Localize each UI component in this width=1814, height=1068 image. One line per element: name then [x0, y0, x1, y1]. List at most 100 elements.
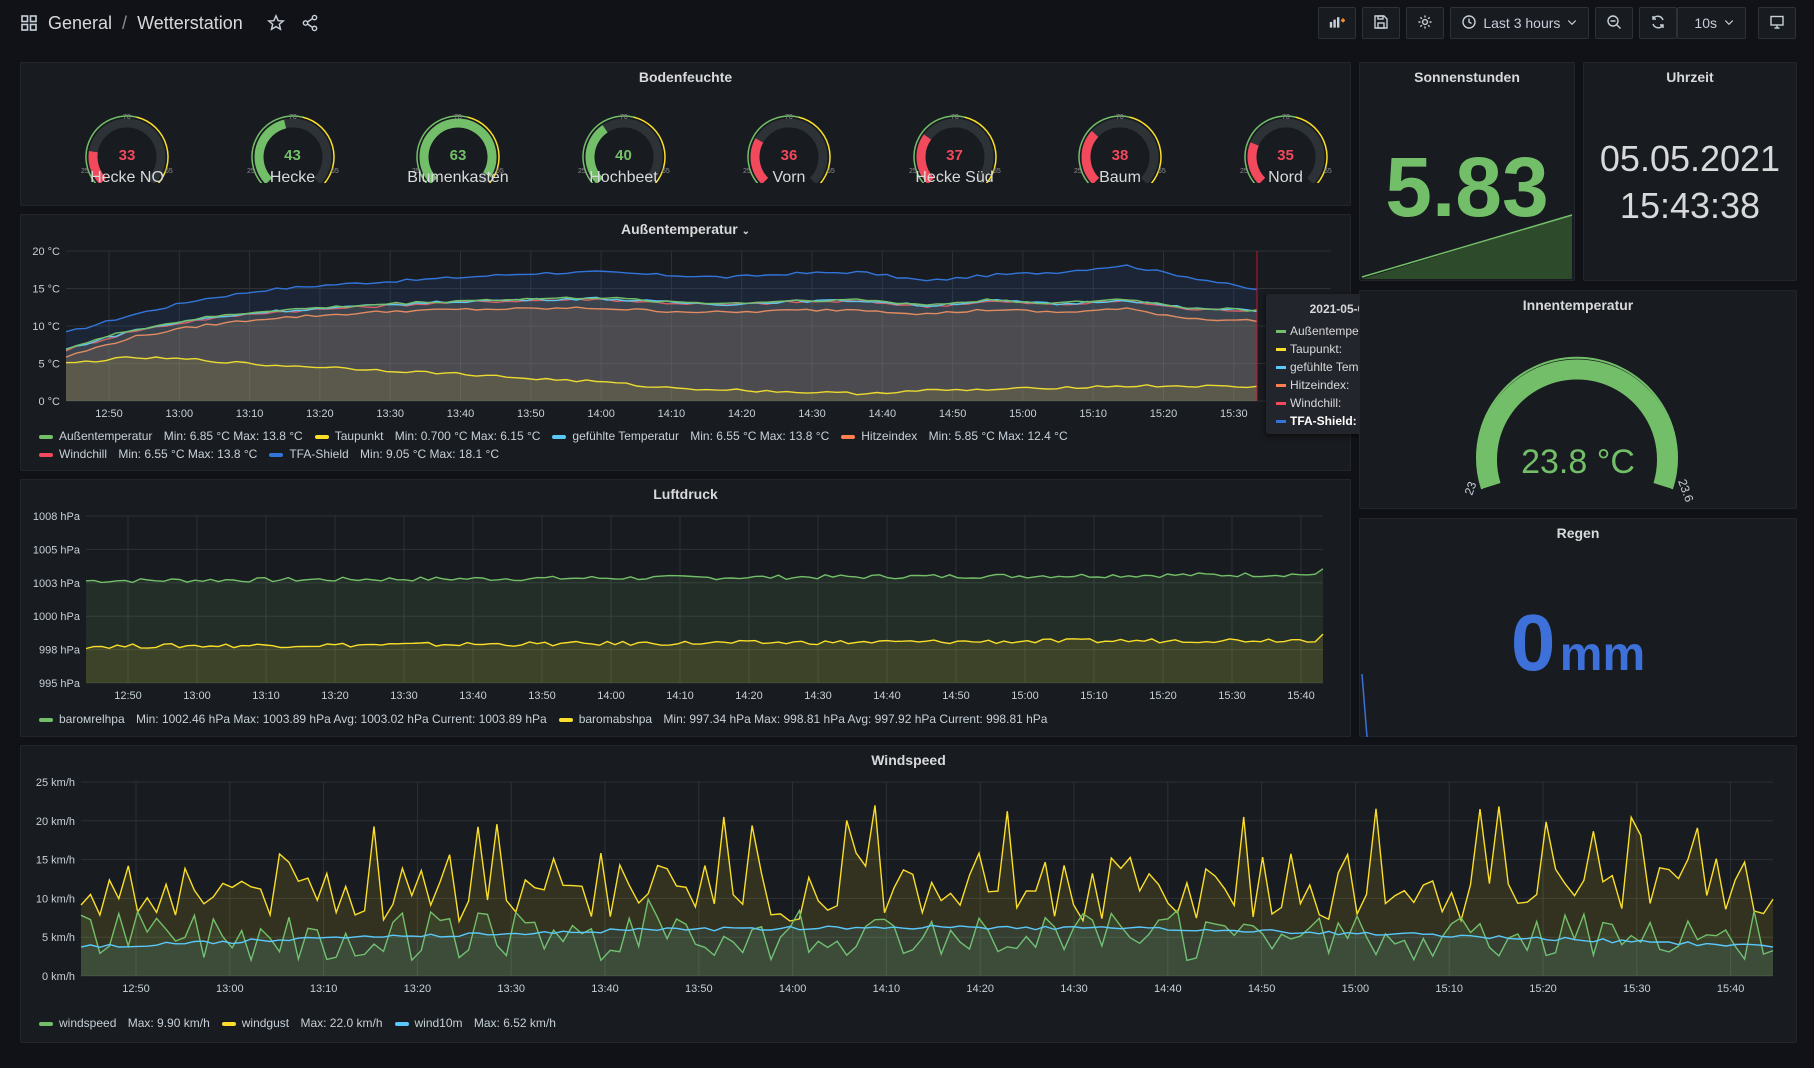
apps-icon[interactable] — [20, 14, 38, 32]
share-icon[interactable] — [299, 12, 321, 34]
legend-stats: Min: 1002.46 hPa Max: 1003.89 hPa Avg: 1… — [132, 712, 547, 726]
gauge-label: Blumenkasten — [407, 169, 509, 186]
legend-item[interactable]: TFA-Shield Min: 9.05 °C Max: 18.1 °C — [269, 445, 499, 463]
sparkline — [1361, 673, 1368, 738]
legend-stats: Max: 6.52 km/h — [470, 1016, 556, 1030]
save-button[interactable] — [1362, 7, 1401, 39]
zoom-out-button[interactable] — [1595, 7, 1634, 39]
legend-swatch — [39, 434, 53, 439]
series-area — [81, 925, 1773, 976]
pressure-chart[interactable]: 995 hPa 998 hPa 1000 hPa 1003 hPa 1005 hPa 10… — [21, 508, 1352, 718]
gauge-value: 38 — [1111, 147, 1129, 164]
windspeed-chart[interactable]: 0 km/h 5 km/h 10 km/h 15 km/h 20 km/h 25 km/h… — [21, 774, 1798, 1024]
add-panel-button[interactable] — [1318, 7, 1357, 39]
series-line[interactable] — [85, 568, 1324, 584]
x-tick-label: 13:00 — [183, 690, 211, 702]
tv-mode-button[interactable] — [1758, 7, 1796, 39]
gauge-max-label: 65 — [496, 168, 504, 175]
settings-button[interactable] — [1406, 7, 1445, 39]
legend-item[interactable]: baromabshpa Min: 997.34 hPa Max: 998.81 … — [558, 710, 1047, 728]
x-tick-label: 14:40 — [873, 690, 901, 702]
panel-luftdruck[interactable]: Luftdruck 995 hPa 998 hPa 1000 hPa 1003 hPa… — [20, 479, 1351, 737]
x-tick-label: 15:30 — [1623, 983, 1651, 995]
gauge-min-label: 25 — [247, 168, 255, 175]
legend-stats: Min: 5.85 °C Max: 12.4 °C — [925, 429, 1068, 443]
series-line[interactable] — [80, 805, 1774, 924]
y-tick-label: 25 km/h — [36, 777, 75, 789]
x-tick-label: 14:40 — [1154, 983, 1182, 995]
gauge-label: Hecke — [269, 169, 316, 186]
soil-gauge: 25 65 70 37 Hecke Süd — [905, 113, 1005, 203]
legend-item[interactable]: barомrelhpa Min: 1002.46 hPa Max: 1003.8… — [39, 710, 547, 728]
gauge-label: Baum — [1099, 169, 1141, 186]
gauge-label: Vorn — [772, 169, 806, 186]
breadcrumb-folder[interactable]: General — [48, 12, 113, 33]
gauge-min-label: 25 — [412, 168, 420, 175]
soil-gauge: 25 65 70 35 Nord — [1236, 113, 1336, 203]
x-tick-label: 13:50 — [685, 983, 713, 995]
series-line[interactable] — [65, 296, 1258, 351]
x-tick-label: 13:40 — [459, 690, 487, 702]
legend-item[interactable]: Taupunkt Min: 0.700 °C Max: 6.15 °C — [314, 427, 541, 445]
x-tick-label: 14:50 — [942, 690, 970, 702]
gauge-value: 40 — [615, 147, 632, 164]
x-tick-label: 13:40 — [591, 983, 619, 995]
gauge-value: 33 — [118, 147, 136, 164]
y-tick-label: 10 km/h — [36, 893, 75, 905]
legend-item[interactable]: Hitzeindex Min: 5.85 °C Max: 12.4 °C — [841, 427, 1068, 445]
legend-item[interactable]: windgust Max: 22.0 km/h — [221, 1014, 383, 1032]
legend-item[interactable]: gefühlte Temperatur Min: 6.55 °C Max: 13… — [552, 427, 829, 445]
y-tick-label: 5 km/h — [42, 932, 75, 944]
legend-item[interactable]: windspeed Max: 9.90 km/h — [39, 1014, 210, 1032]
legend-stats: Min: 0.700 °C Max: 6.15 °C — [391, 429, 541, 443]
gauge-threshold-label: 70 — [1282, 114, 1290, 121]
series-line[interactable] — [80, 924, 1774, 949]
chevron-down-icon — [1723, 15, 1735, 31]
legend-name: windgust — [241, 1016, 290, 1030]
legend-stats: Min: 9.05 °C Max: 18.1 °C — [356, 447, 500, 461]
x-tick-label: 15:10 — [1080, 690, 1108, 702]
legend-stats: Max: 9.90 km/h — [124, 1016, 210, 1030]
panel-windspeed[interactable]: Windspeed 0 km/h 5 km/h 10 km/h 15 km/h 20 k… — [20, 745, 1797, 1043]
temperature-chart[interactable]: 0 °C 5 °C 10 °C 15 °C 20 °C 12:50 13:00 13:10 13… — [21, 243, 1352, 443]
star-icon[interactable] — [265, 12, 287, 34]
x-tick-label: 15:20 — [1149, 690, 1177, 702]
legend-item[interactable]: Windchill Min: 6.55 °C Max: 13.8 °C — [39, 445, 257, 463]
series-line[interactable] — [65, 306, 1258, 358]
legend-item[interactable]: wind10m Max: 6.52 km/h — [394, 1014, 556, 1032]
x-tick-label: 15:10 — [1079, 408, 1107, 420]
series-line[interactable] — [80, 897, 1774, 963]
refresh-button[interactable] — [1639, 7, 1678, 39]
gauge-label: Hochbeet — [589, 169, 658, 186]
gauge-threshold-label: 70 — [454, 114, 462, 121]
x-tick-label: 13:00 — [216, 983, 244, 995]
panel-title[interactable]: Außentemperatur ⌄ — [621, 221, 750, 237]
innentemperatur-gauge: 23 23.6 — [1462, 356, 1696, 504]
legend-swatch — [841, 434, 856, 439]
x-tick-label: 12:50 — [122, 983, 150, 995]
refresh-interval-picker[interactable]: 10s — [1677, 7, 1746, 39]
refresh-interval-label: 10s — [1694, 15, 1717, 31]
gauge-min-label: 25 — [81, 168, 89, 175]
legend-item[interactable]: Außentemperatur Min: 6.85 °C Max: 13.8 °… — [39, 427, 303, 445]
sonnenstunden-value: 5.83 — [1385, 140, 1549, 234]
panel-aussentemperatur[interactable]: Außentemperatur ⌄ 0 °C 5 °C 10 °C 15 °C 20 °… — [20, 214, 1351, 471]
innentemperatur-value: 23.8 °C — [1521, 443, 1635, 481]
time-range-label: Last 3 hours — [1483, 15, 1561, 31]
series-line[interactable] — [65, 356, 1258, 396]
regen-number: 0 — [1510, 598, 1556, 687]
series-line[interactable] — [85, 633, 1324, 650]
legend-name: barомrelhpa — [59, 712, 125, 726]
x-tick-label: 12:50 — [95, 408, 123, 420]
legend-name: TFA-Shield — [289, 447, 349, 461]
time-range-picker[interactable]: Last 3 hours — [1450, 7, 1590, 39]
legend-swatch — [221, 1021, 236, 1026]
breadcrumb-dashboard[interactable]: Wetterstation — [137, 12, 243, 33]
gauge-min-label: 25 — [743, 168, 751, 175]
panel-title: Regen — [1556, 525, 1600, 541]
series-line[interactable] — [65, 264, 1258, 333]
gauge-threshold-label: 70 — [1116, 114, 1124, 121]
gauge-max-label: 65 — [331, 168, 339, 175]
panel-innentemperatur: Innentemperatur 23 23.6 23.8 °C — [1359, 290, 1797, 509]
gauge-threshold-label: 70 — [123, 114, 131, 121]
